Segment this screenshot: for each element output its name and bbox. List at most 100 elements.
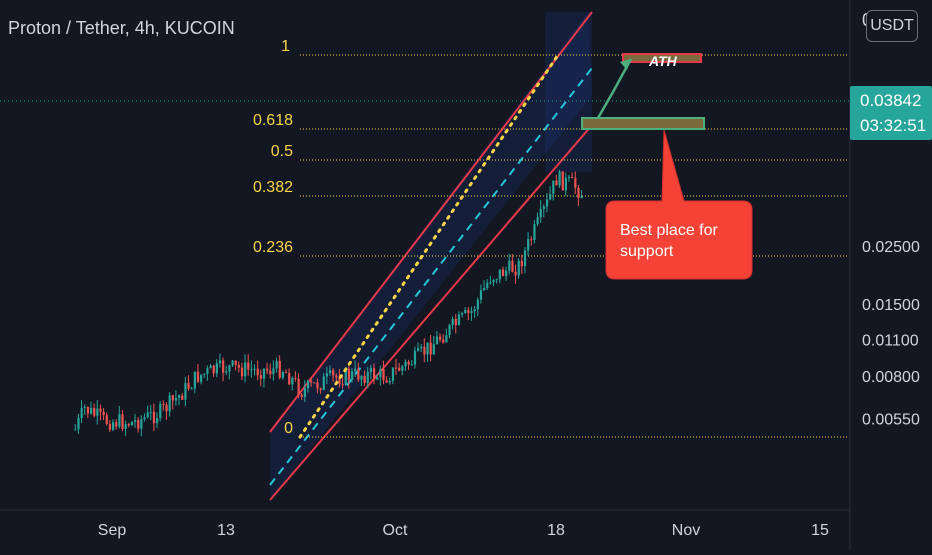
candle-body bbox=[178, 395, 181, 398]
candle-body bbox=[398, 367, 401, 371]
candle-body bbox=[316, 382, 319, 389]
candles bbox=[74, 169, 583, 437]
candle-body bbox=[429, 342, 432, 355]
candle-body bbox=[448, 324, 451, 336]
candle-body bbox=[435, 336, 439, 345]
projection-arrow bbox=[596, 58, 633, 119]
callout-line-2: support bbox=[620, 243, 674, 260]
last-price-value: 0.03842 bbox=[860, 91, 922, 110]
support-callout[interactable] bbox=[605, 129, 753, 280]
candle-body bbox=[212, 365, 215, 374]
fib-retracement[interactable]: 1 0.618 0.5 0.382 0.236 0 bbox=[253, 38, 848, 438]
candle-body bbox=[231, 360, 234, 366]
candle-body bbox=[470, 311, 473, 313]
candle-body bbox=[74, 429, 77, 431]
candle-body bbox=[561, 171, 564, 191]
candle-body bbox=[218, 360, 222, 364]
candle-body bbox=[168, 395, 171, 412]
candle-body bbox=[174, 397, 178, 401]
chart-title: Proton / Tether, 4h, KUCOIN bbox=[8, 18, 235, 38]
candle-body bbox=[530, 239, 533, 241]
candle-body bbox=[89, 407, 93, 414]
candle-body bbox=[567, 177, 571, 179]
candle-body bbox=[96, 408, 99, 416]
candle-body bbox=[300, 394, 303, 397]
ath-zone[interactable] bbox=[622, 53, 702, 63]
candle-body bbox=[193, 371, 196, 389]
candle-body bbox=[93, 407, 96, 416]
candle-body bbox=[574, 177, 577, 188]
candle-body bbox=[404, 361, 407, 367]
candle-body bbox=[222, 360, 225, 373]
price-tick: 0.02500 bbox=[862, 239, 920, 256]
candle-body bbox=[322, 376, 325, 391]
candle-body bbox=[190, 388, 193, 390]
candle-body bbox=[341, 384, 344, 386]
candle-body bbox=[536, 217, 539, 225]
candle-body bbox=[80, 407, 83, 418]
candle-body bbox=[407, 361, 410, 365]
candle-body bbox=[495, 279, 498, 281]
candle-body bbox=[256, 368, 259, 376]
price-tick: 0.01100 bbox=[862, 332, 919, 349]
candle-body bbox=[184, 383, 187, 400]
candle-body bbox=[247, 362, 250, 370]
candle-body bbox=[325, 373, 329, 377]
candle-body bbox=[187, 383, 190, 389]
candle-body bbox=[350, 371, 354, 380]
candle-body bbox=[457, 314, 461, 326]
price-tick: 0.01500 bbox=[862, 297, 920, 314]
candle-body bbox=[291, 377, 294, 385]
candle-body bbox=[464, 309, 467, 314]
candle-body bbox=[215, 363, 218, 374]
candle-body bbox=[303, 388, 307, 397]
price-axis[interactable]: 0.02500 0.01500 0.01100 0.00800 0.00550 bbox=[862, 239, 920, 429]
candle-body bbox=[369, 368, 373, 372]
candle-body bbox=[379, 369, 382, 378]
candle-body bbox=[196, 371, 200, 382]
candle-body bbox=[354, 368, 357, 372]
candle-body bbox=[130, 421, 134, 426]
candle-body bbox=[228, 365, 231, 372]
channel-midline bbox=[269, 67, 593, 486]
candle-body bbox=[259, 375, 262, 379]
candle-body bbox=[146, 412, 149, 418]
candle-body bbox=[498, 269, 501, 280]
candle-body bbox=[454, 318, 457, 326]
candle-body bbox=[426, 342, 429, 355]
candle-body bbox=[266, 368, 269, 371]
candle-body bbox=[372, 368, 376, 380]
candle-body bbox=[310, 380, 313, 383]
time-axis[interactable]: Sep 13 Oct 18 Nov 15 bbox=[98, 522, 829, 539]
candle-body bbox=[262, 368, 266, 379]
candle-body bbox=[467, 309, 470, 313]
candle-body bbox=[508, 260, 511, 271]
candle-body bbox=[486, 282, 489, 289]
candle-body bbox=[527, 239, 530, 251]
candle-body bbox=[539, 208, 542, 218]
regression-channel-fill bbox=[270, 12, 592, 500]
candle-body bbox=[143, 417, 146, 420]
candle-body bbox=[124, 424, 127, 429]
time-tick: 15 bbox=[811, 522, 829, 539]
candle-body bbox=[382, 369, 385, 381]
candle-body bbox=[420, 346, 423, 349]
currency-button[interactable]: USDT bbox=[866, 10, 918, 42]
candle-body bbox=[514, 271, 517, 276]
candle-body bbox=[203, 373, 206, 375]
candle-body bbox=[269, 370, 272, 374]
candle-body bbox=[140, 419, 143, 429]
candle-body bbox=[278, 361, 281, 378]
candle-body bbox=[237, 364, 240, 368]
price-tick: 0.00800 bbox=[862, 369, 920, 386]
candle-body bbox=[234, 360, 237, 365]
candle-body bbox=[313, 382, 316, 384]
candle-body bbox=[115, 422, 118, 427]
candle-body bbox=[558, 171, 561, 186]
fib-label-0.618: 0.618 bbox=[253, 112, 293, 129]
support-zone[interactable] bbox=[581, 117, 705, 130]
candle-body bbox=[401, 366, 404, 371]
candle-body bbox=[413, 350, 417, 365]
